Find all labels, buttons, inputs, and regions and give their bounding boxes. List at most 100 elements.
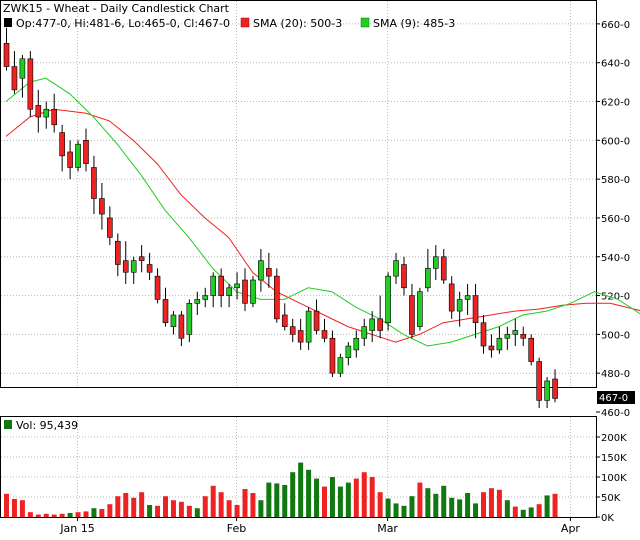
volume-bar — [488, 488, 494, 517]
candle-body — [59, 132, 65, 157]
price-tick-label: 540-0 — [601, 253, 630, 264]
candle-body — [528, 337, 535, 362]
candle — [321, 318, 328, 343]
candle — [194, 291, 201, 315]
candle-body — [361, 326, 368, 339]
candle-body — [353, 337, 360, 351]
candle-body — [385, 275, 391, 324]
candle-body — [115, 240, 121, 265]
candle-body — [43, 108, 50, 118]
volume-bar — [210, 485, 216, 517]
candle-body — [67, 151, 73, 168]
price-tick-label: 560-0 — [601, 214, 630, 225]
candle-body — [266, 268, 272, 277]
volume-bar — [226, 500, 232, 517]
price-tick-label: 520-0 — [601, 292, 630, 303]
volume-bar — [520, 509, 526, 517]
candle — [273, 268, 280, 323]
sma9-label: SMA (9): 485-3 — [373, 17, 455, 30]
volume-bar — [234, 505, 240, 517]
candle-body — [297, 330, 304, 343]
candle-body — [281, 314, 288, 327]
candles — [3, 27, 558, 409]
candle-body — [11, 66, 18, 91]
volume-bar — [441, 485, 447, 517]
candle-body — [170, 314, 177, 327]
candle-body — [83, 140, 89, 164]
volume-bar — [353, 478, 359, 517]
candle-body — [273, 275, 280, 320]
candle — [345, 342, 352, 366]
volume-tick-label: 150K — [601, 453, 627, 464]
candle — [107, 206, 113, 246]
candle-body — [377, 318, 383, 331]
candle-body — [401, 264, 407, 289]
candle-body — [329, 337, 336, 374]
candle-body — [504, 334, 511, 339]
candle-body — [432, 256, 439, 269]
volume-bar — [250, 493, 256, 517]
candle — [83, 128, 89, 172]
candle — [115, 233, 121, 277]
legend-sma20-swatch — [240, 17, 250, 28]
candle — [226, 283, 232, 308]
volume-bar — [282, 485, 288, 517]
volume-bar — [393, 503, 399, 517]
volume-bar — [329, 477, 335, 517]
sma20-label: SMA (20): 500-3 — [253, 17, 342, 30]
chart-title: ZWK15 - Wheat - Daily Candlestick Chart — [3, 2, 230, 15]
candle-body — [35, 105, 42, 118]
candle — [218, 268, 224, 308]
candle-body — [130, 260, 137, 273]
candle-body — [456, 299, 463, 312]
volume-bar — [465, 493, 471, 517]
price-panel — [0, 0, 597, 388]
candle — [210, 272, 216, 308]
volume-bar — [186, 505, 192, 517]
candle — [130, 256, 137, 284]
candle — [512, 318, 519, 347]
candle — [242, 268, 248, 312]
candle-body — [250, 279, 256, 304]
candle-body — [51, 108, 58, 126]
candle-body — [226, 287, 232, 296]
volume-bar — [83, 511, 89, 517]
volume-bar — [27, 512, 33, 517]
candle-body — [337, 357, 344, 374]
candle — [377, 295, 383, 339]
x-tick-label: Apr — [561, 522, 581, 535]
candle-body — [138, 256, 145, 261]
volume-bar — [178, 501, 184, 517]
candle-body — [162, 299, 169, 324]
volume-bar — [409, 496, 415, 517]
candle — [456, 291, 463, 327]
candle-body — [552, 378, 558, 399]
price-tick-label: 600-0 — [601, 136, 630, 147]
volume-bar — [552, 493, 558, 517]
volume-bars — [4, 462, 558, 517]
candle — [138, 245, 145, 273]
candle-body — [305, 310, 312, 343]
candle — [91, 155, 97, 215]
candle — [3, 27, 10, 71]
candle-body — [464, 295, 471, 300]
volume-bar — [194, 508, 200, 517]
candle — [202, 287, 209, 308]
sma9-line — [5, 77, 640, 347]
volume-bar — [536, 504, 542, 517]
volume-bar — [385, 498, 391, 517]
x-tick-label: Feb — [227, 522, 246, 535]
volume-tick-label: 50K — [601, 493, 621, 504]
volume-bar — [91, 508, 97, 517]
volume-bar — [504, 500, 510, 517]
candle — [544, 377, 550, 409]
candle-body — [107, 217, 113, 238]
candle — [289, 318, 296, 343]
volume-bar — [449, 497, 455, 517]
candle — [305, 307, 312, 350]
candle-body — [186, 303, 193, 335]
volume-bar — [107, 504, 113, 517]
volume-bar — [242, 489, 248, 517]
candle — [234, 272, 240, 300]
